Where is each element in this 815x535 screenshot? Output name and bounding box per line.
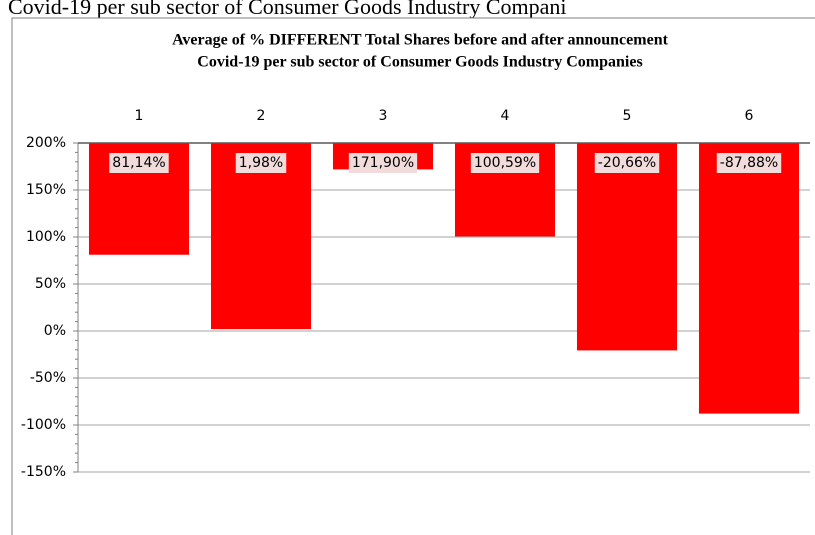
x-tick-label: 3 [379,108,388,124]
x-tick-label: 1 [135,108,144,124]
value-label: -87,88% [720,155,778,171]
bar [576,143,678,351]
y-tick-label: 100% [26,229,66,245]
page-caption: Covid-19 per sub sector of Consumer Good… [8,0,567,19]
value-label: 81,14% [112,155,165,171]
y-tick-label: 200% [26,135,66,151]
chart-title: Average of % DIFFERENT Total Shares befo… [172,32,669,49]
x-tick-label: 2 [257,108,266,124]
value-label-box [348,153,418,173]
value-label: -20,66% [598,155,656,171]
y-tick-label: -150% [21,464,66,480]
value-label-box [109,153,169,173]
y-tick-label: 150% [26,182,66,198]
value-label-box [470,153,540,173]
x-tick-label: 5 [623,108,632,124]
value-label: 171,90% [352,155,414,171]
value-label: 1,98% [239,155,283,171]
value-label-box [594,153,660,173]
y-tick-label: -100% [21,417,66,433]
x-tick-label: 4 [501,108,510,124]
value-label-box [235,153,287,173]
y-tick-label: 50% [35,276,66,292]
y-tick-label: 0% [44,323,66,339]
value-label-box [716,153,782,173]
bar [210,143,312,330]
x-tick-label: 6 [745,108,754,124]
y-tick-label: -50% [30,370,66,386]
value-label: 100,59% [474,155,536,171]
bar [698,143,800,414]
chart-title: Covid-19 per sub sector of Consumer Good… [197,54,642,71]
chart-border [11,17,815,535]
